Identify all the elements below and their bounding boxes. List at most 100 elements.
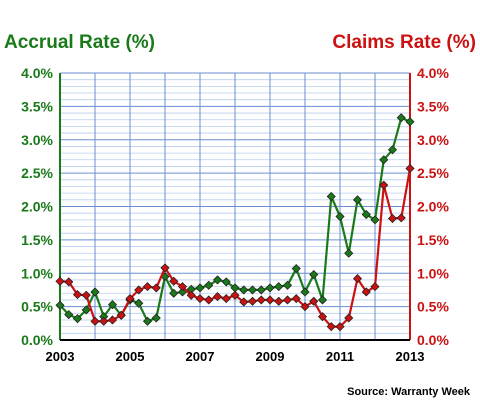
data-point-0 <box>387 145 398 155</box>
data-point-1 <box>99 316 109 326</box>
data-point-1 <box>379 180 389 190</box>
data-point-0 <box>204 280 214 290</box>
data-point-0 <box>64 310 74 320</box>
data-point-0 <box>247 285 258 295</box>
data-point-1 <box>291 294 301 304</box>
data-point-0 <box>291 264 301 274</box>
data-point-0 <box>344 248 354 258</box>
right-axis-title: Claims Rate (%) <box>332 32 476 53</box>
data-point-1 <box>81 290 91 300</box>
data-point-1 <box>335 322 345 332</box>
data-point-1 <box>160 263 170 273</box>
data-point-1 <box>195 294 205 304</box>
data-point-0 <box>352 195 363 205</box>
data-point-1 <box>256 295 266 305</box>
left-y-tick-label: 0.5% <box>21 299 53 315</box>
right-y-tick-label: 2.0% <box>417 199 449 215</box>
data-point-1 <box>344 313 354 323</box>
right-y-tick-label: 1.5% <box>417 232 449 248</box>
left-y-tick-label: 1.5% <box>21 232 53 248</box>
data-point-1 <box>405 163 415 174</box>
left-y-tick-label: 4.0% <box>21 65 53 81</box>
data-point-1 <box>151 283 161 293</box>
x-tick-label: 2011 <box>326 349 354 364</box>
left-y-tick-label: 1.0% <box>21 265 53 281</box>
data-point-0 <box>169 288 179 298</box>
source-note: Source: Warranty Week <box>347 386 471 398</box>
data-point-0 <box>309 270 319 280</box>
right-y-tick-label: 0.5% <box>417 299 449 315</box>
right-y-tick-label: 3.5% <box>417 98 449 114</box>
right-y-tick-label: 2.5% <box>417 165 449 181</box>
data-point-1 <box>387 213 398 224</box>
data-point-1 <box>116 310 126 320</box>
x-tick-label: 2013 <box>396 349 425 364</box>
data-point-0 <box>326 191 336 202</box>
data-point-0 <box>282 280 293 290</box>
data-point-0 <box>335 211 345 222</box>
data-point-1 <box>142 282 153 292</box>
data-point-0 <box>90 287 100 297</box>
chart-tick-labels: 0.0% 0.0% 0.5% 0.5% 1.0% 1.0% 1.5% 1.5% 2.0% 2.0%… <box>21 65 449 364</box>
left-y-tick-label: 3.0% <box>21 132 53 148</box>
data-point-0 <box>151 313 161 323</box>
chart-lines <box>55 113 415 332</box>
data-point-0 <box>221 277 231 287</box>
right-y-tick-label: 1.0% <box>417 265 449 281</box>
data-point-1 <box>317 312 328 322</box>
data-point-1 <box>134 285 144 295</box>
data-point-1 <box>169 276 179 286</box>
data-point-1 <box>352 274 363 284</box>
data-point-0 <box>361 209 371 220</box>
data-point-0 <box>370 215 380 225</box>
data-point-1 <box>300 302 310 312</box>
left-y-tick-label: 2.0% <box>21 199 53 215</box>
x-tick-label: 2003 <box>46 349 75 364</box>
data-point-1 <box>370 282 380 292</box>
data-point-0 <box>405 117 415 127</box>
data-point-1 <box>265 295 275 305</box>
data-point-1 <box>204 295 214 305</box>
data-point-1 <box>72 290 83 300</box>
data-point-0 <box>317 295 328 305</box>
data-point-1 <box>239 297 249 307</box>
x-tick-label: 2005 <box>116 349 145 364</box>
data-point-1 <box>230 290 240 300</box>
data-point-1 <box>186 290 196 300</box>
data-point-1 <box>396 213 406 223</box>
right-y-tick-label: 4.0% <box>417 65 449 81</box>
data-point-1 <box>309 296 319 306</box>
data-point-1 <box>177 282 188 292</box>
data-point-0 <box>81 305 91 315</box>
data-point-0 <box>142 316 153 326</box>
data-point-1 <box>361 287 371 297</box>
x-tick-label: 2007 <box>186 349 215 364</box>
left-y-tick-label: 0.0% <box>21 332 53 348</box>
data-point-0 <box>396 113 406 123</box>
data-point-0 <box>212 275 223 285</box>
right-y-tick-label: 3.0% <box>417 132 449 148</box>
data-point-0 <box>195 283 205 293</box>
data-point-1 <box>212 292 223 302</box>
data-point-1 <box>221 294 231 304</box>
left-axis-title: Accrual Rate (%) <box>4 32 155 53</box>
data-point-0 <box>239 285 249 295</box>
right-y-tick-label: 0.0% <box>417 332 449 348</box>
data-point-0 <box>72 314 83 324</box>
data-point-0 <box>107 300 118 310</box>
data-point-0 <box>134 298 144 308</box>
data-point-0 <box>300 287 310 297</box>
data-point-0 <box>256 285 266 295</box>
data-point-1 <box>247 296 258 306</box>
data-point-0 <box>265 283 275 293</box>
left-y-tick-label: 3.5% <box>21 98 53 114</box>
x-tick-label: 2009 <box>256 349 285 364</box>
data-point-1 <box>64 277 74 287</box>
data-point-0 <box>274 282 284 292</box>
data-point-0 <box>379 155 389 165</box>
data-point-1 <box>125 294 135 304</box>
data-point-1 <box>326 322 336 332</box>
data-point-1 <box>274 296 284 306</box>
data-point-1 <box>55 276 65 286</box>
